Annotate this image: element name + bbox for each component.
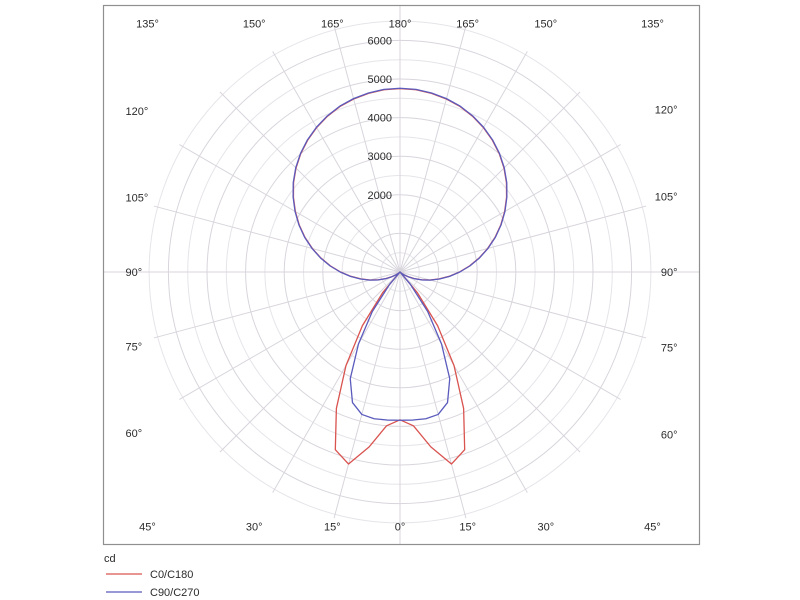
angle-tick-bottom-6: 45° [644,522,661,534]
radial-tick-5000: 5000 [368,74,392,86]
chart-legend: C0/C180 C90/C270 [106,569,200,599]
radial-tick-3000: 3000 [368,151,392,163]
curve-c90-c270 [292,87,508,421]
legend-item-0[interactable]: C0/C180 [106,569,193,581]
plot-frame [102,4,701,546]
unit-label: cd [104,553,116,565]
legend-label-0: C0/C180 [150,569,193,581]
angle-tick-right-3: 75° [661,342,678,354]
legend-item-1[interactable]: C90/C270 [106,587,200,599]
angle-tick-top-1: 150° [243,19,266,31]
angle-tick-right-2: 90° [661,267,678,279]
angle-tick-right-1: 105° [655,192,678,204]
radial-tick-6000: 6000 [368,35,392,47]
angle-tick-left-1: 105° [126,192,149,204]
radial-tick-4000: 4000 [368,113,392,125]
angle-tick-left-3: 75° [126,342,143,354]
angle-tick-top-4: 165° [456,19,479,31]
angle-tick-left-0: 120° [126,106,149,118]
angle-tick-right-0: 120° [655,104,678,116]
polar-grid [103,5,700,545]
legend-label-1: C90/C270 [150,587,200,599]
angle-tick-top-0: 135° [136,19,159,31]
angle-tick-top-6: 135° [641,19,664,31]
radial-tick-2000: 2000 [368,190,392,202]
axis-tick-labels: 2000 3000 4000 5000 6000 135° 150° 165° 180° 165°… [126,19,678,534]
angle-tick-top-3: 180° [389,19,412,31]
angle-tick-bottom-1: 30° [246,522,263,534]
angle-tick-top-5: 150° [534,19,557,31]
angle-tick-bottom-4: 15° [459,522,476,534]
angle-tick-bottom-0: 45° [139,522,156,534]
angle-tick-bottom-2: 15° [324,522,341,534]
angle-tick-left-2: 90° [126,267,143,279]
intensity-curves [292,87,508,465]
angle-tick-bottom-5: 30° [537,522,554,534]
angle-tick-bottom-3: 0° [395,522,406,534]
angle-tick-top-2: 165° [321,19,344,31]
angle-tick-left-4: 60° [126,428,143,440]
angle-tick-right-4: 60° [661,430,678,442]
